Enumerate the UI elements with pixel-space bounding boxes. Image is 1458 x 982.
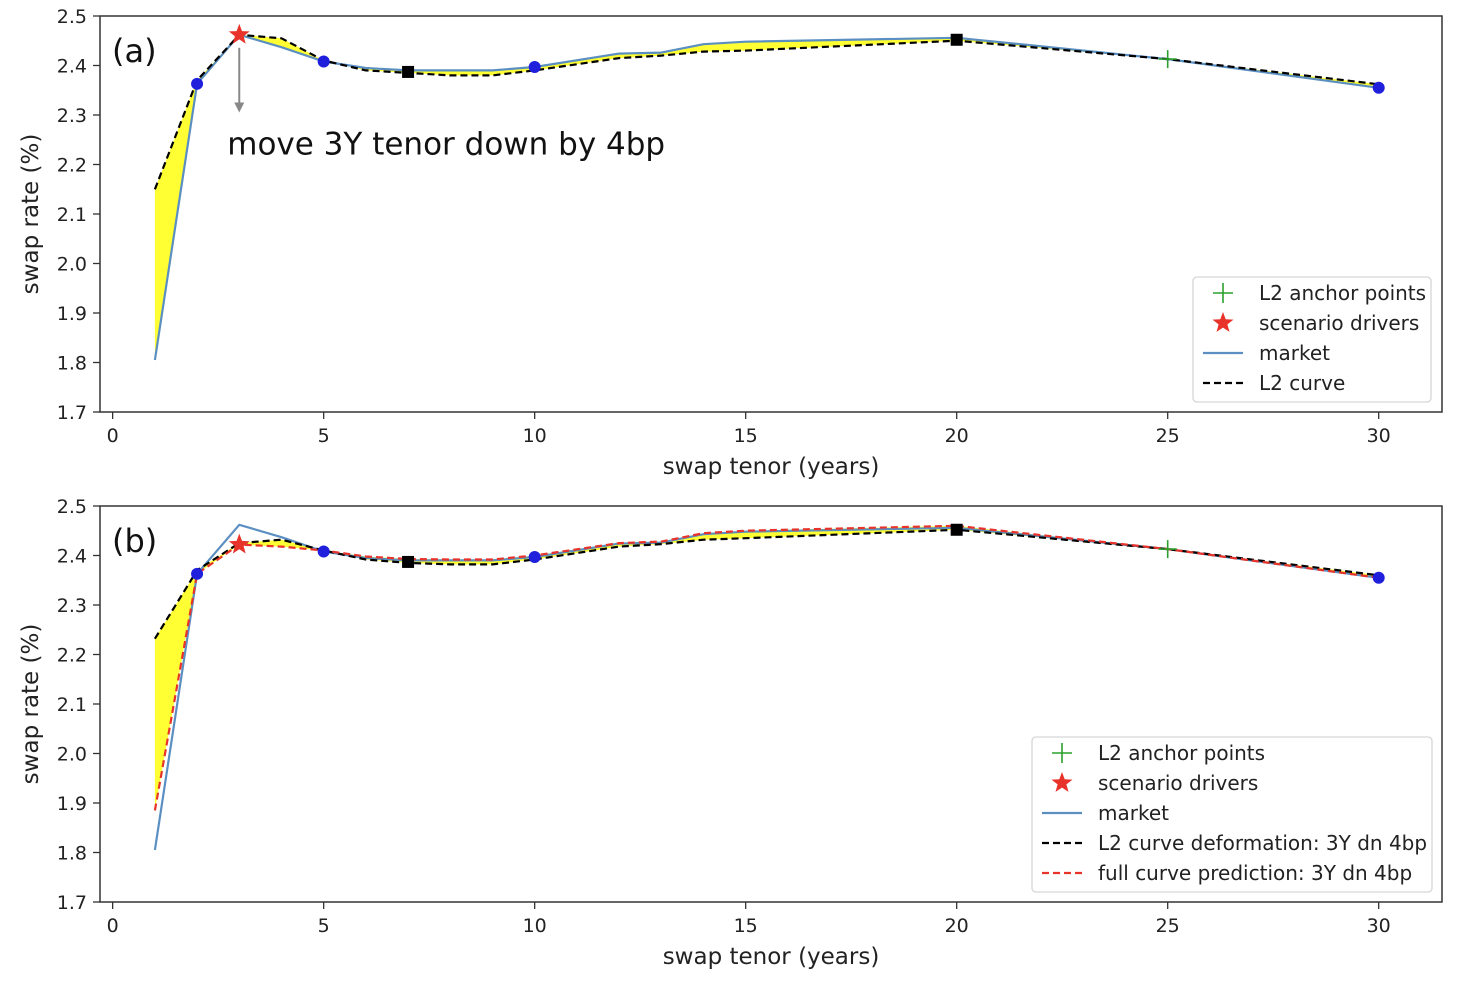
x-tick-label: 25 <box>1156 915 1180 937</box>
legend-label: L2 anchor points <box>1098 741 1265 765</box>
legend: L2 anchor points scenario drivers market L2… <box>1031 736 1433 893</box>
x-tick-label: 0 <box>107 425 119 447</box>
anchor-point-plus <box>1158 540 1177 559</box>
legend-label: full curve prediction: 3Y dn 4bp <box>1098 861 1412 885</box>
y-axis-label: swap rate (%) <box>18 624 44 785</box>
scenario-driver-star <box>228 533 250 554</box>
y-tick-label: 2.2 <box>57 645 87 667</box>
series-line-l2-curve-deformation-3y-dn-4bp <box>153 528 1379 640</box>
y-tick-label: 2.0 <box>57 744 87 766</box>
x-tick-label: 5 <box>318 915 330 937</box>
data-point-circle <box>528 60 541 73</box>
y-tick-label: 2.5 <box>57 496 87 518</box>
legend-label: scenario drivers <box>1098 771 1258 795</box>
chart-panel-b: 0 5 10 15 20 25 30 1.7 1.8 1.9 2.0 2.1 2.2 2.3 2.4 2.5 s… <box>18 496 1443 970</box>
data-point-square <box>950 33 963 46</box>
series-line-full-curve-prediction-3y-dn-4bp <box>153 524 1379 811</box>
x-axis-label: swap tenor (years) <box>663 944 880 970</box>
x-tick-label: 30 <box>1367 425 1391 447</box>
data-point-circle <box>191 567 204 580</box>
x-tick-label: 0 <box>107 915 119 937</box>
x-tick-label: 5 <box>318 425 330 447</box>
y-tick-label: 2.3 <box>57 105 87 127</box>
series-line-l2-curve <box>153 33 1379 190</box>
anchor-point-plus <box>1158 50 1177 69</box>
x-tick-label: 30 <box>1367 915 1391 937</box>
legend-handle-plus <box>1052 743 1072 763</box>
panel-label: (b) <box>112 522 157 560</box>
y-axis-label: swap rate (%) <box>18 134 44 295</box>
data-point-circle <box>317 55 330 68</box>
legend-label: market <box>1098 801 1169 825</box>
y-tick-label: 1.9 <box>57 793 87 815</box>
y-tick-label: 2.0 <box>57 254 87 276</box>
data-point-square <box>950 523 963 536</box>
legend-handle-star <box>1212 312 1234 332</box>
data-point-circle <box>528 550 541 563</box>
data-point-circle <box>1372 571 1385 584</box>
data-point-square <box>402 555 415 568</box>
legend-handle-plus <box>1213 283 1233 303</box>
y-tick-label: 2.4 <box>57 56 87 78</box>
legend-handle-star <box>1051 772 1073 792</box>
data-point-square <box>402 65 415 78</box>
y-tick-label: 2.5 <box>57 6 87 28</box>
y-tick-label: 2.3 <box>57 595 87 617</box>
y-tick-label: 2.4 <box>57 546 87 568</box>
legend-label: L2 curve <box>1259 371 1345 395</box>
y-tick-label: 2.1 <box>57 694 87 716</box>
scenario-driver-star <box>228 23 250 44</box>
data-point-circle <box>191 77 204 90</box>
legend-label: L2 curve deformation: 3Y dn 4bp <box>1098 831 1427 855</box>
data-point-circle <box>1372 81 1385 94</box>
y-tick-label: 1.7 <box>57 892 87 914</box>
legend-box <box>1031 736 1433 893</box>
y-tick-label: 1.8 <box>57 843 87 865</box>
y-tick-label: 1.8 <box>57 353 87 375</box>
series-line-market <box>153 33 1379 361</box>
y-tick-label: 1.7 <box>57 402 87 424</box>
x-tick-label: 10 <box>523 425 547 447</box>
legend-box <box>1192 276 1432 403</box>
panel-label: (a) <box>112 32 157 70</box>
legend-label: L2 anchor points <box>1259 281 1426 305</box>
x-tick-label: 20 <box>945 425 969 447</box>
annotation-arrow-head <box>234 102 245 113</box>
chart-panel-a: move 3Y tenor down by 4bp 0 5 10 15 20 25 30 1.7… <box>18 6 1443 480</box>
legend-label: market <box>1259 341 1330 365</box>
y-tick-label: 2.2 <box>57 155 87 177</box>
annotation-text: move 3Y tenor down by 4bp <box>227 127 665 163</box>
y-tick-label: 2.1 <box>57 204 87 226</box>
y-tick-label: 1.9 <box>57 303 87 325</box>
x-tick-label: 15 <box>734 915 758 937</box>
x-tick-label: 25 <box>1156 425 1180 447</box>
legend: L2 anchor points scenario drivers market L2… <box>1192 276 1432 403</box>
x-tick-label: 20 <box>945 915 969 937</box>
x-tick-label: 15 <box>734 425 758 447</box>
x-axis-label: swap tenor (years) <box>663 454 880 480</box>
data-point-circle <box>317 545 330 558</box>
legend-label: scenario drivers <box>1259 311 1419 335</box>
x-tick-label: 10 <box>523 915 547 937</box>
